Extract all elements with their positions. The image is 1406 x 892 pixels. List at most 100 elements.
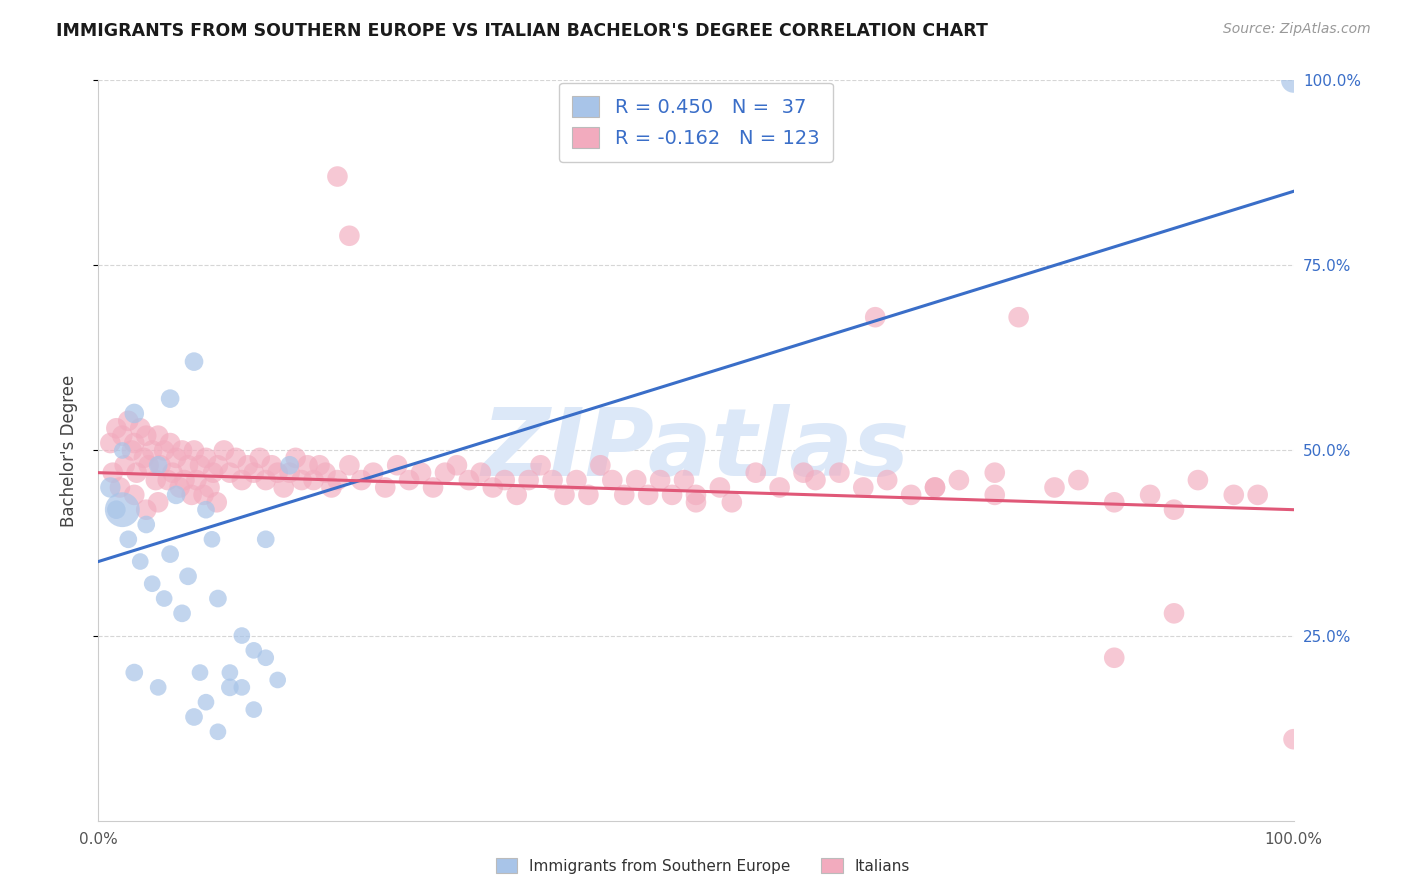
Point [141,443,163,458]
Point [685,488,707,502]
Point [876,473,898,487]
Point [186,473,208,487]
Point [207,458,229,473]
Point [924,481,946,495]
Point [149,458,172,473]
Point [1043,481,1066,495]
Point [114,458,136,473]
Point [924,481,946,495]
Point [121,443,143,458]
Point [135,428,157,442]
Point [169,481,191,495]
Y-axis label: Bachelor's Degree: Bachelor's Degree [59,375,77,526]
Point [458,473,481,487]
Point [685,495,707,509]
Point [172,443,194,458]
Point [219,681,242,695]
Point [900,488,922,502]
Point [111,428,134,442]
Point [141,576,163,591]
Point [1163,502,1185,516]
Point [177,458,200,473]
Point [565,473,588,487]
Point [111,443,134,458]
Point [1104,650,1126,665]
Point [1008,310,1031,325]
Point [183,710,205,724]
Point [193,488,215,502]
Point [188,458,211,473]
Point [398,473,420,487]
Point [219,665,242,680]
Point [793,466,815,480]
Point [148,495,170,509]
Point [434,466,457,480]
Point [156,473,179,487]
Point [183,443,205,458]
Point [117,533,139,547]
Point [1139,488,1161,502]
Point [105,502,128,516]
Point [278,466,301,480]
Point [135,502,157,516]
Point [828,466,851,480]
Point [530,458,553,473]
Point [1187,473,1209,487]
Text: IMMIGRANTS FROM SOUTHERN EUROPE VS ITALIAN BACHELOR'S DEGREE CORRELATION CHART: IMMIGRANTS FROM SOUTHERN EUROPE VS ITALI… [56,22,988,40]
Point [411,466,433,480]
Legend: Immigrants from Southern Europe, Italians: Immigrants from Southern Europe, Italian… [489,852,917,880]
Point [231,681,253,695]
Point [111,502,134,516]
Point [183,354,205,368]
Point [273,481,295,495]
Point [865,310,887,325]
Point [243,466,266,480]
Point [1067,473,1090,487]
Text: Source: ZipAtlas.com: Source: ZipAtlas.com [1223,22,1371,37]
Point [148,458,170,473]
Point [297,458,319,473]
Point [225,450,247,465]
Point [578,488,600,502]
Point [132,450,155,465]
Point [278,458,301,473]
Point [135,517,157,532]
Point [219,466,242,480]
Point [267,466,290,480]
Point [101,466,124,480]
Point [201,533,224,547]
Point [374,481,396,495]
Point [1104,495,1126,509]
Point [291,473,314,487]
Point [984,488,1007,502]
Point [321,481,343,495]
Point [195,502,218,516]
Point [198,481,221,495]
Point [177,569,200,583]
Point [650,473,672,487]
Point [602,473,624,487]
Point [145,473,167,487]
Point [243,703,266,717]
Point [769,481,792,495]
Point [482,481,505,495]
Point [1163,607,1185,621]
Point [125,466,148,480]
Point [308,458,330,473]
Point [541,473,564,487]
Point [1223,488,1246,502]
Point [260,458,283,473]
Point [339,458,361,473]
Point [315,466,337,480]
Point [195,695,218,709]
Point [207,591,229,606]
Point [202,466,225,480]
Point [231,628,253,642]
Point [159,392,181,406]
Point [506,488,529,502]
Point [243,643,266,657]
Point [721,495,744,509]
Point [613,488,636,502]
Point [153,443,176,458]
Point [124,488,146,502]
